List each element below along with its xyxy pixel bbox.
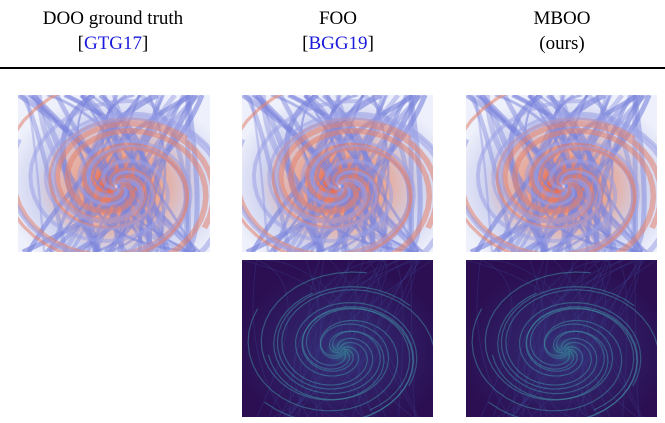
error-image bbox=[466, 260, 658, 423]
figure-images bbox=[0, 0, 665, 423]
page: DOO ground truth [GTG17] FOO [BGG19] MBO… bbox=[0, 0, 665, 423]
rendered-image bbox=[226, 90, 449, 277]
rendered-image bbox=[3, 90, 226, 277]
error-image bbox=[242, 260, 434, 423]
rendered-image bbox=[450, 90, 665, 277]
